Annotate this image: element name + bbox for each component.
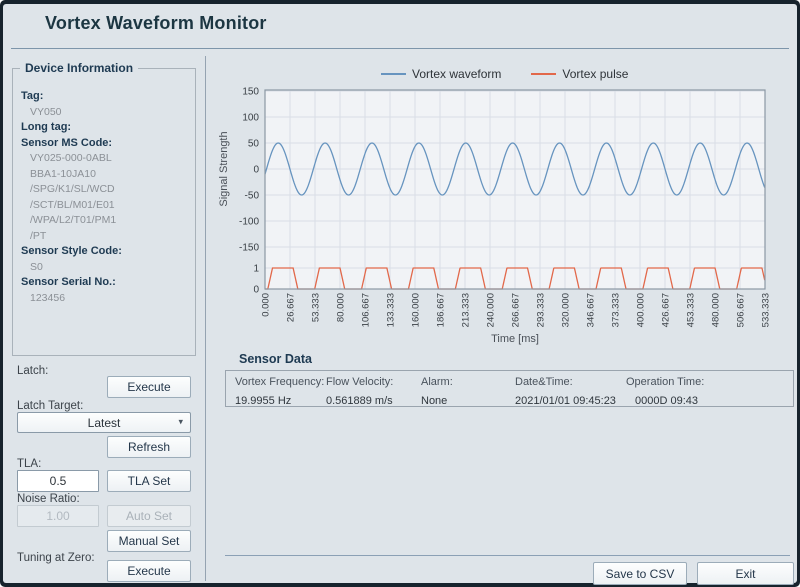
exit-button[interactable]: Exit: [697, 562, 794, 585]
svg-text:1: 1: [253, 264, 259, 275]
svg-text:0: 0: [253, 285, 259, 296]
svg-text:0: 0: [253, 165, 259, 176]
title-separator: [11, 48, 789, 49]
svg-text:Signal Strength: Signal Strength: [218, 131, 230, 206]
device-info-panel: Device Information Tag: VY050 Long tag: …: [12, 61, 196, 356]
chevron-down-icon: ▾: [178, 416, 183, 427]
legend-item-waveform: Vortex waveform: [381, 67, 501, 81]
sensor-serial-no-value: 123456: [30, 291, 66, 304]
pulse-line-swatch: [531, 73, 557, 75]
latch-execute-button[interactable]: Execute: [107, 376, 191, 398]
sensor-ms-code-value: /SCT/BL/M01/E01: [30, 198, 115, 211]
vortex-frequency-value: 19.9955 Hz: [235, 395, 292, 407]
sensor-data-value-row: 19.9955 Hz 0.561889 m/s None 2021/01/01 …: [226, 390, 793, 409]
sensor-ms-code-value: BBA1-10JA10: [30, 167, 96, 180]
svg-text:213.333: 213.333: [461, 293, 472, 327]
latch-target-select[interactable]: Latest ▾: [17, 412, 191, 433]
svg-text:186.667: 186.667: [436, 293, 447, 327]
latch-target-selected-value: Latest: [87, 415, 121, 430]
svg-text:506.667: 506.667: [736, 293, 747, 327]
svg-text:50: 50: [248, 139, 260, 150]
tuning-execute-button[interactable]: Execute: [107, 560, 191, 582]
sensor-style-code-value: S0: [30, 260, 43, 273]
svg-text:80.000: 80.000: [336, 293, 347, 322]
svg-text:0.000: 0.000: [261, 293, 272, 317]
svg-text:346.667: 346.667: [586, 293, 597, 327]
sensor-ms-code-value: VY025-000-0ABL: [30, 152, 112, 164]
auto-set-button: Auto Set: [107, 505, 191, 527]
svg-text:100: 100: [242, 113, 259, 124]
refresh-button[interactable]: Refresh: [107, 436, 191, 458]
tla-set-button[interactable]: TLA Set: [107, 470, 191, 492]
sensor-serial-no-label: Sensor Serial No.:: [21, 276, 116, 288]
svg-text:426.667: 426.667: [661, 293, 672, 327]
svg-text:133.333: 133.333: [386, 293, 397, 327]
window-title: Vortex Waveform Monitor: [45, 13, 267, 33]
long-tag-label: Long tag:: [21, 121, 72, 133]
flow-velocity-value: 0.561889 m/s: [326, 395, 393, 407]
legend-label-waveform: Vortex waveform: [412, 67, 502, 81]
sensor-data-title: Sensor Data: [239, 352, 312, 366]
svg-text:-150: -150: [239, 243, 259, 254]
svg-text:150: 150: [242, 87, 259, 98]
latch-label: Latch:: [17, 365, 49, 377]
legend-label-pulse: Vortex pulse: [562, 67, 629, 81]
sensor-ms-code-value: /PT: [30, 229, 47, 242]
alarm-value: None: [421, 395, 448, 407]
date-time-value: 2021/01/01 09:45:23: [515, 395, 616, 407]
svg-text:106.667: 106.667: [361, 293, 372, 327]
legend-item-pulse: Vortex pulse: [531, 67, 628, 81]
svg-text:160.000: 160.000: [411, 293, 422, 327]
sensor-ms-code-value: /SPG/K1/SL/WCD: [30, 183, 115, 195]
noise-ratio-label: Noise Ratio:: [17, 493, 80, 505]
save-to-csv-button[interactable]: Save to CSV: [593, 562, 687, 585]
svg-text:293.333: 293.333: [536, 293, 547, 327]
svg-text:533.333: 533.333: [761, 293, 772, 327]
device-info-title: Device Information: [20, 61, 139, 75]
footer-separator: [225, 555, 790, 556]
svg-text:-100: -100: [239, 217, 259, 228]
svg-text:26.667: 26.667: [286, 293, 297, 322]
svg-text:400.000: 400.000: [636, 293, 647, 327]
chart-legend: Vortex waveform Vortex pulse: [381, 67, 628, 81]
svg-text:240.000: 240.000: [486, 293, 497, 327]
alarm-label: Alarm:: [421, 376, 453, 388]
sensor-data-header-row: Vortex Frequency: Flow Velocity: Alarm: …: [226, 371, 793, 390]
svg-text:-50: -50: [245, 191, 260, 202]
noise-ratio-input: [17, 505, 99, 527]
tag-label: Tag:: [21, 90, 44, 102]
tag-value: VY050: [30, 105, 62, 118]
svg-text:373.333: 373.333: [611, 293, 622, 327]
svg-text:320.000: 320.000: [561, 293, 572, 327]
svg-text:480.000: 480.000: [711, 293, 722, 327]
sensor-data-table: Vortex Frequency: Flow Velocity: Alarm: …: [225, 370, 794, 407]
operation-time-label: Operation Time:: [626, 376, 705, 388]
device-info-content: Tag: VY050 Long tag: Sensor MS Code: VY0…: [13, 69, 195, 306]
panel-separator: [205, 56, 206, 581]
waveform-line-swatch: [381, 73, 406, 75]
sensor-ms-code-label: Sensor MS Code:: [21, 136, 113, 149]
sensor-style-code-label: Sensor Style Code:: [21, 245, 122, 257]
sensor-ms-code-value: /WPA/L2/T01/PM1: [30, 214, 117, 226]
vortex-frequency-label: Vortex Frequency:: [235, 376, 325, 388]
flow-velocity-label: Flow Velocity:: [326, 376, 394, 388]
client-area: Vortex Waveform Monitor Device Informati…: [3, 4, 797, 585]
date-time-label: Date&Time:: [515, 376, 573, 388]
svg-text:266.667: 266.667: [511, 293, 522, 327]
svg-text:Time [ms]: Time [ms]: [491, 333, 539, 345]
tla-label: TLA:: [17, 458, 42, 470]
latch-target-label: Latch Target:: [17, 400, 84, 412]
tla-input[interactable]: [17, 470, 99, 492]
tuning-at-zero-label: Tuning at Zero:: [17, 552, 95, 564]
manual-set-button[interactable]: Manual Set: [107, 530, 191, 552]
svg-text:53.333: 53.333: [311, 293, 322, 322]
operation-time-value: 0000D 09:43: [635, 395, 698, 407]
svg-text:453.333: 453.333: [686, 293, 697, 327]
